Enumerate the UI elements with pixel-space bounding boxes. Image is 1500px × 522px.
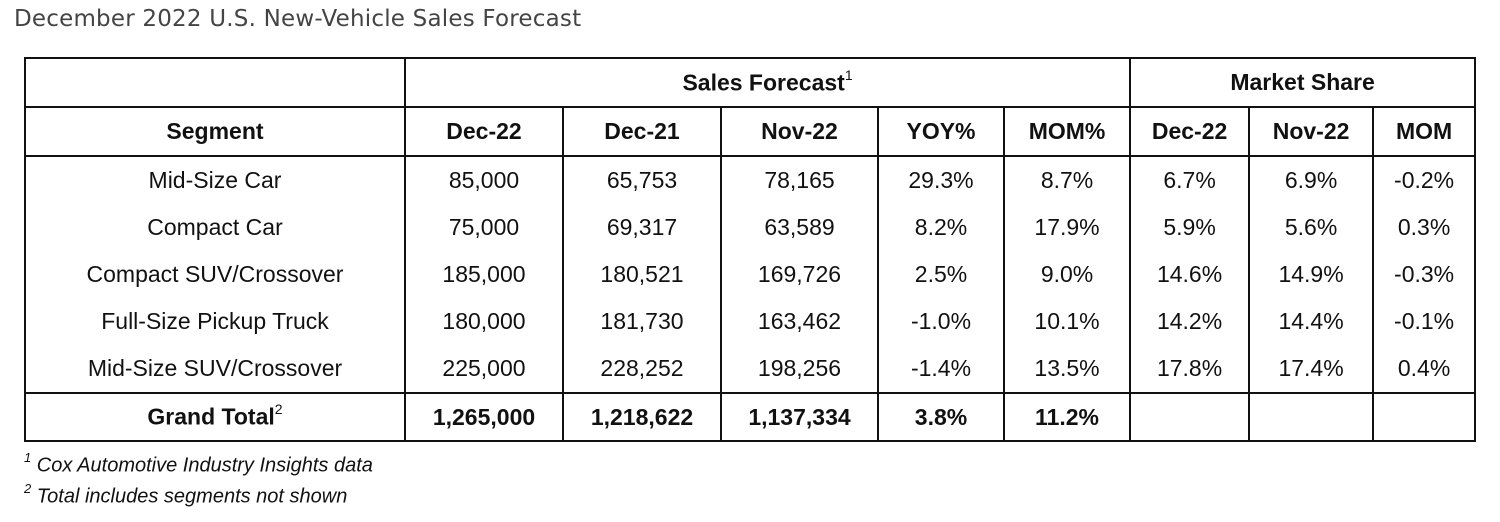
segment-cell: Compact SUV/Crossover: [24, 251, 406, 298]
total-cell: [1372, 392, 1477, 441]
table-cell: 85,000: [404, 156, 564, 204]
table-cell: 198,256: [720, 345, 879, 393]
total-cell: 1,137,334: [720, 392, 879, 441]
table-cell: 8.7%: [1002, 156, 1132, 204]
table-cell: 5.6%: [1248, 204, 1375, 251]
group-header-market-share: Market Share: [1129, 58, 1477, 108]
table-cell: 180,000: [404, 298, 564, 345]
total-cell: [1129, 392, 1251, 441]
total-cell: 11.2%: [1002, 392, 1132, 441]
table-cell: 169,726: [720, 251, 879, 298]
table-cell: 29.3%: [877, 156, 1005, 204]
table-cell: -1.0%: [877, 298, 1005, 345]
table-cell: 180,521: [562, 251, 722, 298]
table-cell: 63,589: [720, 204, 879, 251]
table-cell: -1.4%: [877, 345, 1005, 393]
table-cell: 228,252: [562, 345, 722, 393]
table-cell: -0.1%: [1372, 298, 1477, 345]
group-header-empty: [24, 58, 406, 108]
column-header-segment: Segment: [24, 107, 406, 157]
grand-total-label: Grand Total2: [24, 392, 406, 441]
table-cell: 0.4%: [1372, 345, 1477, 393]
table-cell: 0.3%: [1372, 204, 1477, 251]
column-header-row: Segment Dec-22 Dec-21 Nov-22 YOY% MOM% D…: [24, 107, 1477, 157]
page-title: December 2022 U.S. New-Vehicle Sales For…: [14, 6, 582, 32]
table-cell: -0.3%: [1372, 251, 1477, 298]
footnote-marker: 2: [274, 401, 283, 418]
table-row: Full-Size Pickup Truck 180,000 181,730 1…: [24, 298, 1477, 345]
table-cell: 6.7%: [1129, 156, 1251, 204]
table-row: Compact Car 75,000 69,317 63,589 8.2% 17…: [24, 204, 1477, 251]
group-header-sales-forecast: Sales Forecast1: [403, 58, 1132, 108]
sales-forecast-table: Sales Forecast1 Market Share Segment Dec…: [24, 57, 1477, 442]
table-cell: 185,000: [404, 251, 564, 298]
table-cell: 2.5%: [877, 251, 1005, 298]
table-cell: 14.9%: [1248, 251, 1375, 298]
column-header-share-nov-22: Nov-22: [1248, 107, 1375, 157]
column-header-dec-21: Dec-21: [562, 107, 722, 157]
table-cell: -0.2%: [1372, 156, 1477, 204]
table-cell: 17.8%: [1129, 345, 1251, 393]
table-cell: 6.9%: [1248, 156, 1375, 204]
table-cell: 14.2%: [1129, 298, 1251, 345]
total-cell: 3.8%: [877, 392, 1005, 441]
table-row: Mid-Size SUV/Crossover 225,000 228,252 1…: [24, 345, 1477, 393]
segment-cell: Mid-Size SUV/Crossover: [24, 345, 406, 393]
table-cell: 8.2%: [877, 204, 1005, 251]
group-header-row: Sales Forecast1 Market Share: [24, 58, 1477, 108]
table-cell: 9.0%: [1002, 251, 1132, 298]
footnote-1: 1 Cox Automotive Industry Insights data: [24, 450, 373, 477]
segment-cell: Full-Size Pickup Truck: [24, 298, 406, 345]
table-cell: 78,165: [720, 156, 879, 204]
table-cell: 65,753: [562, 156, 722, 204]
column-header-dec-22: Dec-22: [404, 107, 564, 157]
column-header-yoy: YOY%: [877, 107, 1005, 157]
column-header-share-dec-22: Dec-22: [1129, 107, 1251, 157]
column-header-mom: MOM%: [1002, 107, 1132, 157]
table-cell: 75,000: [404, 204, 564, 251]
table-cell: 14.4%: [1248, 298, 1375, 345]
table-cell: 181,730: [562, 298, 722, 345]
table-row: Compact SUV/Crossover 185,000 180,521 16…: [24, 251, 1477, 298]
total-cell: [1248, 392, 1375, 441]
total-cell: 1,218,622: [562, 392, 722, 441]
footnote-2: 2 Total includes segments not shown: [24, 481, 348, 508]
table-cell: 225,000: [404, 345, 564, 393]
table-cell: 5.9%: [1129, 204, 1251, 251]
table-cell: 163,462: [720, 298, 879, 345]
column-header-share-mom: MOM: [1372, 107, 1477, 157]
table-cell: 17.9%: [1002, 204, 1132, 251]
column-header-nov-22: Nov-22: [720, 107, 879, 157]
table-cell: 14.6%: [1129, 251, 1251, 298]
total-cell: 1,265,000: [404, 392, 564, 441]
segment-cell: Compact Car: [24, 204, 406, 251]
footnote-marker: 1: [844, 66, 853, 83]
segment-cell: Mid-Size Car: [24, 156, 406, 204]
grand-total-row: Grand Total2 1,265,000 1,218,622 1,137,3…: [24, 392, 1477, 441]
table-cell: 13.5%: [1002, 345, 1132, 393]
table-cell: 69,317: [562, 204, 722, 251]
table-cell: 17.4%: [1248, 345, 1375, 393]
table-cell: 10.1%: [1002, 298, 1132, 345]
table-row: Mid-Size Car 85,000 65,753 78,165 29.3% …: [24, 156, 1477, 204]
